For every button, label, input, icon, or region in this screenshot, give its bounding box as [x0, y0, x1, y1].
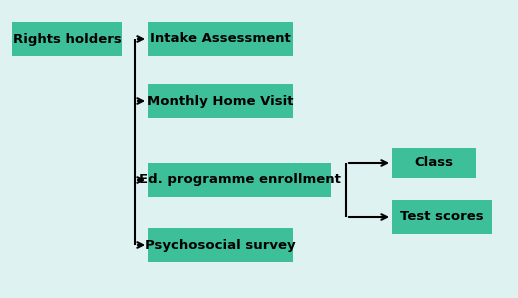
FancyBboxPatch shape [12, 22, 122, 56]
FancyBboxPatch shape [148, 84, 293, 118]
Text: Intake Assessment: Intake Assessment [150, 32, 291, 46]
Text: Psychosocial survey: Psychosocial survey [145, 238, 296, 252]
Text: Monthly Home Visit: Monthly Home Visit [147, 94, 294, 108]
Text: Class: Class [414, 156, 453, 170]
FancyBboxPatch shape [148, 163, 331, 197]
Text: Test scores: Test scores [400, 210, 484, 224]
FancyBboxPatch shape [392, 200, 492, 234]
FancyBboxPatch shape [148, 22, 293, 56]
Text: Rights holders: Rights holders [12, 32, 121, 46]
Text: Ed. programme enrollment: Ed. programme enrollment [138, 173, 340, 187]
FancyBboxPatch shape [148, 228, 293, 262]
FancyBboxPatch shape [392, 148, 476, 178]
